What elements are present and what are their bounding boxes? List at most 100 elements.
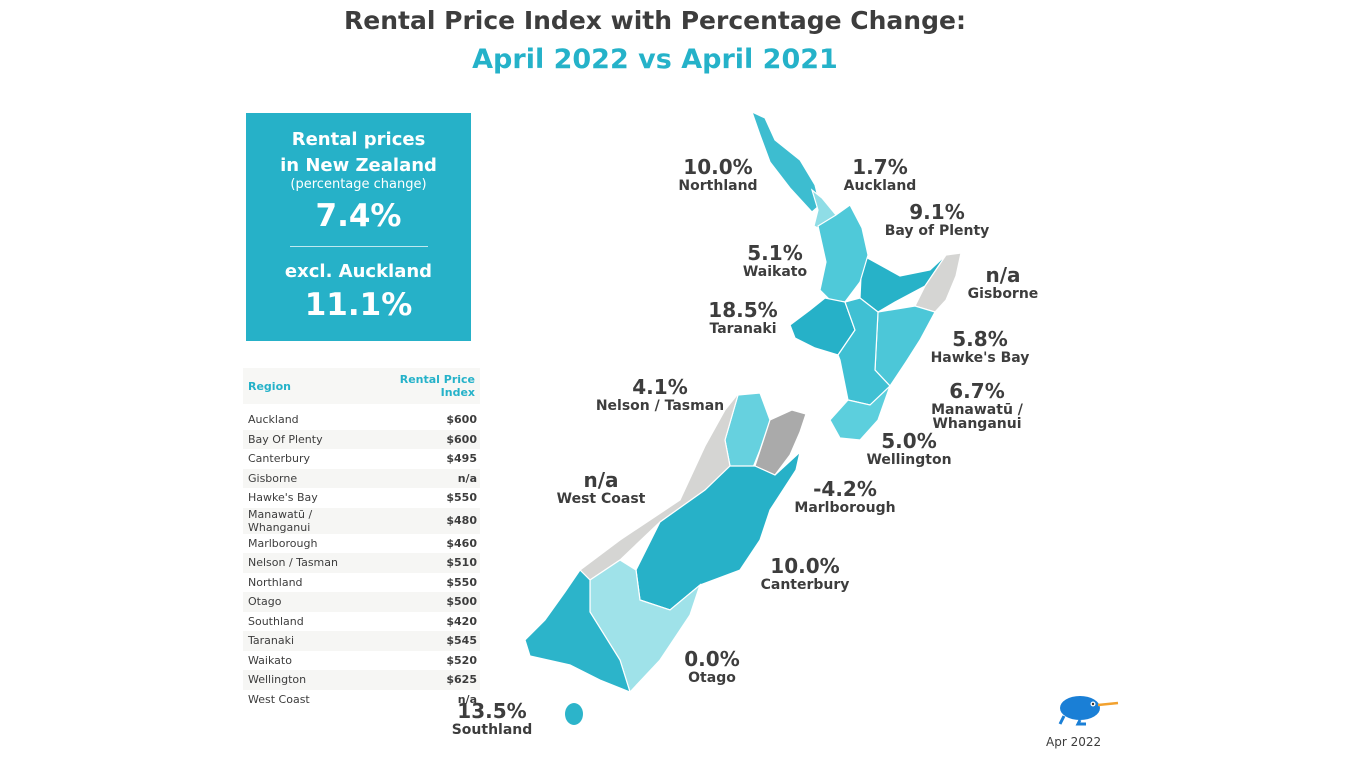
region-label: n/a Gisborne: [913, 265, 1093, 301]
region-name: Taranaki: [243, 631, 370, 651]
region-label: 0.0% Otago: [622, 649, 802, 685]
region-name: Northland: [678, 178, 758, 194]
region-label: -4.2% Marlborough: [755, 479, 935, 515]
summary-heading-1: Rental prices: [291, 129, 426, 150]
region-name: Auckland: [843, 178, 917, 194]
region-name: Waikato: [742, 264, 808, 280]
region-label: 10.0% Northland: [628, 157, 808, 193]
region-change: 13.5%: [457, 699, 527, 723]
rpi-value: $420: [446, 614, 477, 628]
region-name: Marlborough: [248, 536, 318, 550]
region-name: Southland: [248, 614, 304, 628]
region-name: Northland: [248, 575, 303, 589]
table-row: Canterbury $495: [243, 449, 480, 469]
region-name: Wellington: [866, 452, 952, 468]
region-change: 4.1%: [632, 375, 688, 399]
region-name: Wellington: [243, 670, 370, 690]
divider: [289, 246, 428, 247]
region-name: Gisborne: [967, 286, 1039, 302]
table-row: Manawatū / Whanganui $480: [243, 507, 480, 534]
rpi-value: $500: [369, 592, 480, 612]
region-change: -4.2%: [813, 477, 877, 501]
table-row: Hawke's Bay $550: [243, 488, 480, 508]
region-name: Taranaki: [709, 321, 777, 337]
kiwi-bird-logo: [1058, 696, 1119, 726]
rpi-value: n/a: [457, 692, 477, 706]
rpi-value: $520: [446, 653, 477, 667]
rpi-value: $550: [446, 575, 477, 589]
region-name: West Coast: [248, 692, 310, 706]
region-name: Nelson / Tasman: [595, 398, 725, 414]
header-rpi: Rental Price Index: [369, 368, 480, 404]
rpi-value: $545: [369, 631, 480, 651]
table-row: Waikato $520: [243, 651, 480, 671]
rpi-value: $625: [369, 670, 480, 690]
table-row: Auckland $600: [243, 410, 480, 430]
region-change: 9.1%: [909, 200, 965, 224]
region-label: 18.5% Taranaki: [653, 300, 833, 336]
region-change: n/a: [583, 468, 619, 492]
region-name: Hawke's Bay: [248, 491, 318, 505]
region-change: 5.1%: [747, 241, 803, 265]
region-name: Manawatū / Whanganui: [931, 402, 1023, 432]
excl-auckland-value: 11.1%: [304, 287, 413, 323]
summary-sub: (percentage change): [290, 177, 427, 192]
summary-box: Rental prices in New Zealand (percentage…: [246, 113, 471, 341]
region-label: 5.1% Waikato: [685, 243, 865, 279]
region-change: 5.8%: [952, 327, 1008, 351]
region-name: Auckland: [248, 413, 299, 427]
region-name: Otago: [688, 670, 736, 686]
chart-title: Rental Price Index with Percentage Chang…: [344, 6, 966, 35]
summary-heading-2: in New Zealand: [280, 155, 437, 176]
region-label: 5.0% Wellington: [819, 431, 999, 467]
rpi-value: $495: [446, 452, 477, 466]
region-change: n/a: [985, 263, 1021, 287]
rpi-value: $510: [369, 553, 480, 573]
table-row: Gisborne n/a: [243, 468, 480, 488]
rpi-value: $460: [446, 536, 477, 550]
nz-change-value: 7.4%: [315, 198, 402, 234]
rpi-value: $480: [369, 507, 480, 534]
region-change: 10.0%: [770, 554, 840, 578]
rental-price-table: Region Rental Price Index Auckland $600 Ba…: [243, 368, 480, 709]
region-label: 5.8% Hawke's Bay: [890, 329, 1070, 365]
region-label: 9.1% Bay of Plenty: [847, 202, 1027, 238]
region-name: Bay of Plenty: [884, 223, 990, 239]
region-change: 10.0%: [683, 155, 753, 179]
rpi-value: $550: [446, 491, 477, 505]
region-change: 1.7%: [852, 155, 908, 179]
region-name: Hawke's Bay: [930, 350, 1030, 366]
region-label: 10.0% Canterbury: [715, 556, 895, 592]
region-label: 4.1% Nelson / Tasman: [570, 377, 750, 413]
region-name: Manawatū / Whanganui: [243, 507, 370, 534]
table-row: Otago $500: [243, 592, 480, 612]
table-row: Marlborough $460: [243, 534, 480, 554]
region-name: Bay Of Plenty: [243, 429, 370, 449]
table-row: Northland $550: [243, 573, 480, 593]
region-change: 18.5%: [708, 298, 778, 322]
excl-auckland-label: excl. Auckland: [284, 261, 433, 282]
table-row: Bay Of Plenty $600: [243, 429, 480, 449]
rpi-value: $600: [369, 429, 480, 449]
region-name: Southland: [451, 722, 533, 738]
region-waikato: [817, 204, 869, 303]
region-southland-stewart-island: [565, 703, 583, 725]
region-name: Otago: [243, 592, 370, 612]
table-row: Taranaki $545: [243, 631, 480, 651]
region-name: Nelson / Tasman: [243, 553, 370, 573]
table-row: Nelson / Tasman $510: [243, 553, 480, 573]
date-label: Apr 2022: [1046, 735, 1102, 749]
region-label: 6.7% Manawatū / Whanganui: [887, 381, 1067, 431]
region-wellington: [829, 385, 891, 441]
chart-subtitle: April 2022 vs April 2021: [472, 44, 838, 75]
region-name: Marlborough: [794, 500, 896, 516]
rpi-value: $600: [446, 413, 477, 427]
region-name: Gisborne: [243, 468, 370, 488]
table-row: Southland $420: [243, 612, 480, 632]
region-change: 0.0%: [684, 647, 740, 671]
region-gisborne: [914, 252, 962, 313]
table-row: Wellington $625: [243, 670, 480, 690]
rpi-value: n/a: [369, 468, 480, 488]
region-name: Canterbury: [248, 452, 310, 466]
region-change: 6.7%: [949, 379, 1005, 403]
